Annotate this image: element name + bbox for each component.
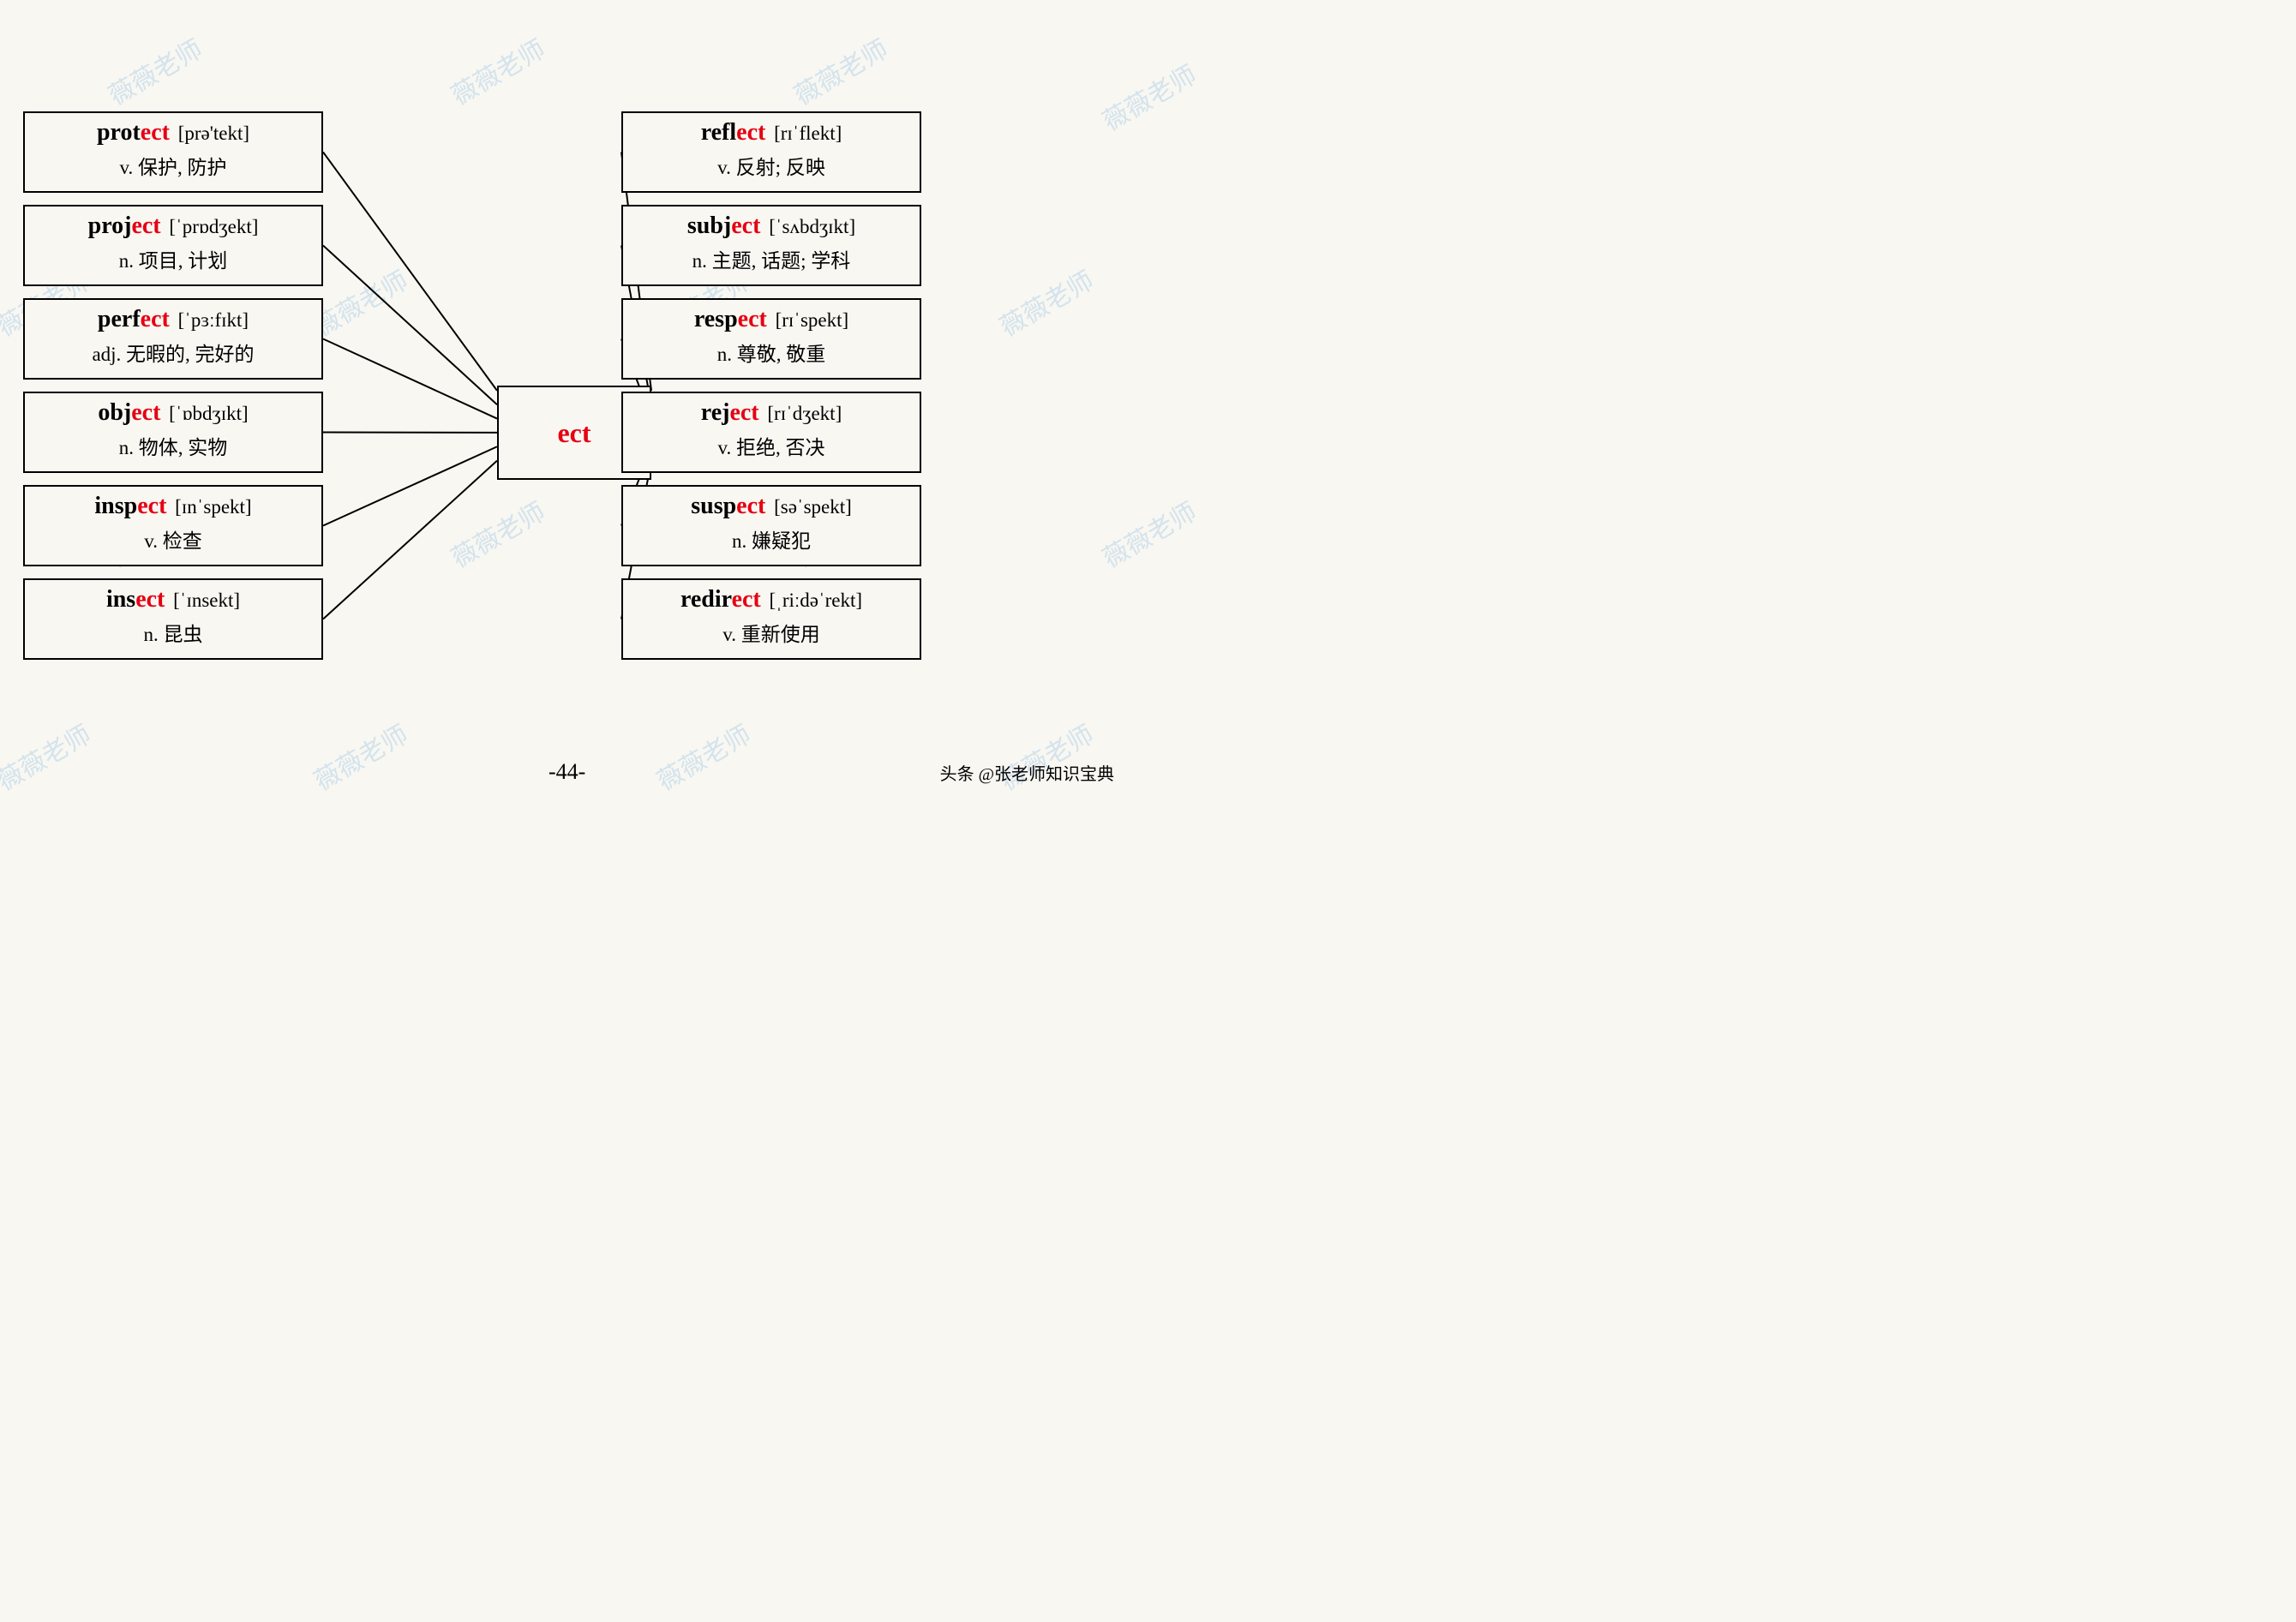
word-suffix: ect — [141, 306, 170, 332]
word-suffix: ect — [131, 212, 160, 239]
watermark-text: 薇薇老师 — [1094, 491, 1202, 575]
word-headline: inspect [ɪnˈspekt] — [28, 492, 318, 521]
word-suffix: ect — [729, 399, 758, 426]
word-root: resp — [694, 306, 738, 332]
word-box-right-2: respect [rɪˈspekt] n. 尊敬, 敬重 — [621, 298, 921, 380]
word-suffix: ect — [732, 586, 761, 613]
watermark-text: 薇薇老师 — [443, 28, 551, 112]
center-root-label: ect — [557, 417, 590, 449]
word-suffix: ect — [135, 586, 165, 613]
word-box-right-5: redirect [ˌriːdəˈrekt] v. 重新使用 — [621, 578, 921, 660]
word-box-left-1: project [ˈprɒdʒekt] n. 项目, 计划 — [23, 205, 323, 286]
word-box-right-0: reflect [rɪˈflekt] v. 反射; 反映 — [621, 111, 921, 193]
word-phonetic: [rɪˈdʒekt] — [763, 403, 842, 424]
watermark-text: 薇薇老师 — [786, 28, 894, 112]
word-box-right-3: reject [rɪˈdʒekt] v. 拒绝, 否决 — [621, 392, 921, 473]
word-root: perf — [98, 306, 141, 332]
word-root: ins — [106, 586, 135, 613]
watermark-text: 薇薇老师 — [992, 260, 1100, 344]
word-definition: n. 项目, 计划 — [28, 244, 318, 273]
word-phonetic: [rɪˈspekt] — [770, 309, 848, 331]
word-definition: n. 嫌疑犯 — [626, 524, 916, 554]
word-definition: v. 反射; 反映 — [626, 151, 916, 180]
word-headline: perfect [ˈpɜːfɪkt] — [28, 305, 318, 334]
watermark-text: 薇薇老师 — [0, 714, 97, 798]
word-root: susp — [691, 493, 736, 519]
word-headline: redirect [ˌriːdəˈrekt] — [626, 585, 916, 614]
word-headline: suspect [səˈspekt] — [626, 492, 916, 521]
watermark-text: 薇薇老师 — [443, 491, 551, 575]
page-number: -44- — [549, 759, 585, 785]
word-box-left-5: insect [ˈɪnsekt] n. 昆虫 — [23, 578, 323, 660]
word-definition: n. 昆虫 — [28, 618, 318, 647]
word-phonetic: [ˈpɜːfɪkt] — [173, 309, 249, 331]
word-definition: v. 检查 — [28, 524, 318, 554]
watermark-text: 薇薇老师 — [1094, 54, 1202, 138]
word-phonetic: [ˈprɒdʒekt] — [165, 216, 259, 237]
word-phonetic: [ˈɒbdʒɪkt] — [164, 403, 248, 424]
word-headline: reflect [rɪˈflekt] — [626, 118, 916, 147]
word-headline: insect [ˈɪnsekt] — [28, 585, 318, 614]
word-root: redir — [680, 586, 732, 613]
footer-credit: 头条 @张老师知识宝典 — [940, 760, 1114, 785]
word-headline: object [ˈɒbdʒɪkt] — [28, 398, 318, 428]
word-headline: protect [prə'tekt] — [28, 118, 318, 147]
word-root: insp — [94, 493, 137, 519]
word-phonetic: [ˈɪnsekt] — [168, 590, 240, 611]
word-suffix: ect — [731, 212, 760, 239]
word-phonetic: [prə'tekt] — [173, 123, 249, 144]
word-headline: respect [rɪˈspekt] — [626, 305, 916, 334]
word-definition: v. 拒绝, 否决 — [626, 431, 916, 460]
word-root: obj — [98, 399, 131, 426]
word-suffix: ect — [736, 119, 765, 146]
watermark-text: 薇薇老师 — [992, 714, 1100, 798]
word-box-left-2: perfect [ˈpɜːfɪkt] adj. 无暇的, 完好的 — [23, 298, 323, 380]
word-headline: subject [ˈsʌbdʒɪkt] — [626, 212, 916, 241]
watermark-text: 薇薇老师 — [306, 714, 414, 798]
word-phonetic: [ˌriːdəˈrekt] — [764, 590, 862, 611]
word-headline: reject [rɪˈdʒekt] — [626, 398, 916, 428]
watermark-text: 薇薇老师 — [649, 714, 757, 798]
word-box-left-4: inspect [ɪnˈspekt] v. 检查 — [23, 485, 323, 566]
word-suffix: ect — [736, 493, 765, 519]
word-root: refl — [701, 119, 736, 146]
word-definition: n. 主题, 话题; 学科 — [626, 244, 916, 273]
word-headline: project [ˈprɒdʒekt] — [28, 212, 318, 241]
word-suffix: ect — [738, 306, 767, 332]
word-box-right-1: subject [ˈsʌbdʒɪkt] n. 主题, 话题; 学科 — [621, 205, 921, 286]
word-root: rej — [701, 399, 730, 426]
word-definition: adj. 无暇的, 完好的 — [28, 338, 318, 367]
word-box-right-4: suspect [səˈspekt] n. 嫌疑犯 — [621, 485, 921, 566]
watermark-text: 薇薇老师 — [100, 28, 208, 112]
word-definition: n. 物体, 实物 — [28, 431, 318, 460]
word-suffix: ect — [131, 399, 160, 426]
word-definition: n. 尊敬, 敬重 — [626, 338, 916, 367]
word-definition: v. 保护, 防护 — [28, 151, 318, 180]
word-suffix: ect — [137, 493, 166, 519]
word-phonetic: [səˈspekt] — [769, 496, 851, 518]
word-definition: v. 重新使用 — [626, 618, 916, 647]
word-root: prot — [97, 119, 141, 146]
word-phonetic: [ˈsʌbdʒɪkt] — [764, 216, 855, 237]
word-root: proj — [88, 212, 132, 239]
word-suffix: ect — [141, 119, 170, 146]
word-phonetic: [ɪnˈspekt] — [170, 496, 251, 518]
word-phonetic: [rɪˈflekt] — [769, 123, 842, 144]
word-root: subj — [687, 212, 731, 239]
word-box-left-3: object [ˈɒbdʒɪkt] n. 物体, 实物 — [23, 392, 323, 473]
word-box-left-0: protect [prə'tekt] v. 保护, 防护 — [23, 111, 323, 193]
